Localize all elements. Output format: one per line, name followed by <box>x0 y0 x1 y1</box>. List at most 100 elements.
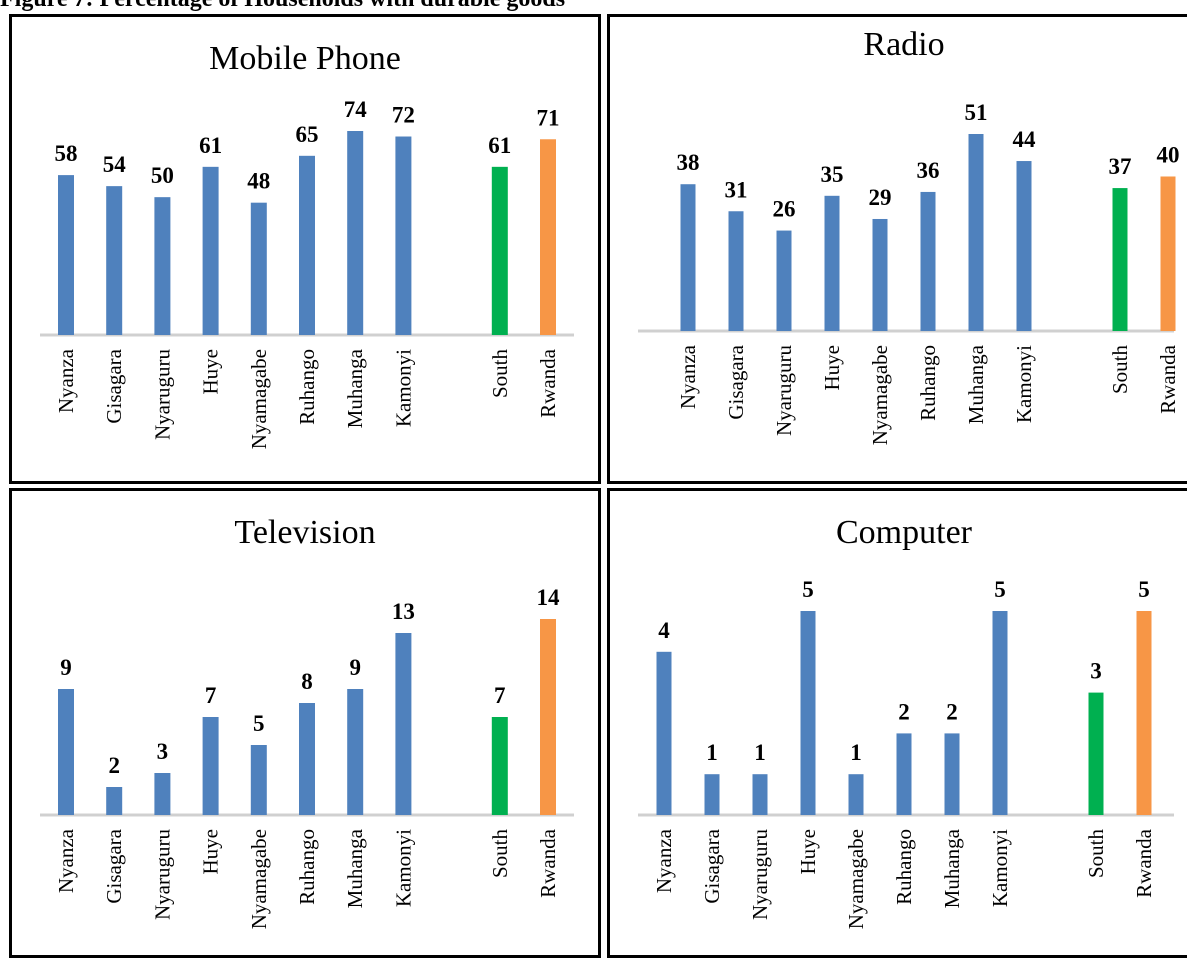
television-bar-nyamagabe <box>250 745 267 815</box>
mobile-phone-category-label-gisagara: Gisagara <box>102 348 126 423</box>
chart-panel-mobile-phone: Mobile Phone 58 Nyanza 54 Gisagara 50 Nyarugur… <box>9 14 601 484</box>
computer-value-label-rwanda: 5 <box>1138 577 1150 602</box>
radio-category-label-nyamagabe: Nyamagabe <box>868 345 892 445</box>
computer-category-label-gisagara: Gisagara <box>700 828 724 903</box>
television-bar-gisagara <box>106 787 123 815</box>
television-bar-kamonyi <box>395 633 412 815</box>
computer-value-label-nyanza: 4 <box>658 618 670 643</box>
mobile-phone-category-label-nyamagabe: Nyamagabe <box>247 349 271 449</box>
mobile-phone-value-label-kamonyi: 72 <box>392 103 415 128</box>
mobile-phone-value-label-gisagara: 54 <box>103 152 127 177</box>
mobile-phone-category-label-huye: Huye <box>199 349 223 395</box>
computer-category-label-huye: Huye <box>796 829 820 875</box>
radio-value-label-gisagara: 31 <box>725 177 748 202</box>
radio-bar-huye <box>824 195 840 331</box>
television-category-label-huye: Huye <box>199 829 223 875</box>
radio-bar-ruhango <box>920 191 936 331</box>
radio-bar-kamonyi <box>1016 161 1032 331</box>
radio-category-label-nyanza: Nyanza <box>676 344 700 409</box>
mobile-phone-category-label-ruhango: Ruhango <box>295 349 319 425</box>
mobile-phone-value-label-ruhango: 65 <box>296 122 319 147</box>
computer-bar-rwanda <box>1136 611 1152 815</box>
television-value-label-gisagara: 2 <box>108 753 120 778</box>
television-bar-south <box>491 717 508 815</box>
chart-mobile-phone: Mobile Phone 58 Nyanza 54 Gisagara 50 Nyarugur… <box>40 40 574 449</box>
television-bar-nyaruguru <box>154 773 171 815</box>
computer-value-label-south: 3 <box>1090 659 1102 684</box>
radio-value-label-ruhango: 36 <box>917 158 940 183</box>
radio-category-label-ruhango: Ruhango <box>916 345 940 421</box>
computer-title: Computer <box>836 514 973 551</box>
computer-value-label-kamonyi: 5 <box>994 577 1006 602</box>
computer-value-label-muhanga: 2 <box>946 699 958 724</box>
computer-bar-gisagara <box>704 774 720 815</box>
mobile-phone-value-label-nyaruguru: 50 <box>151 163 174 188</box>
computer-bar-nyanza <box>656 651 672 815</box>
radio-category-label-south: South <box>1108 345 1132 395</box>
radio-bar-nyaruguru <box>776 230 792 331</box>
computer-value-label-nyaruguru: 1 <box>754 740 766 765</box>
mobile-phone-bar-rwanda <box>540 139 556 335</box>
radio-category-label-huye: Huye <box>820 345 844 391</box>
television-value-label-kamonyi: 13 <box>392 599 415 624</box>
radio-bar-rwanda <box>1160 176 1176 331</box>
radio-bar-nyamagabe <box>872 218 888 331</box>
computer-category-label-rwanda: Rwanda <box>1132 828 1156 897</box>
radio-title: Radio <box>863 26 944 63</box>
mobile-phone-category-label-rwanda: Rwanda <box>536 348 560 417</box>
television-value-label-south: 7 <box>494 683 506 708</box>
computer-category-label-kamonyi: Kamonyi <box>988 829 1012 907</box>
mobile-phone-bar-nyamagabe <box>250 202 267 335</box>
television-value-label-muhanga: 9 <box>349 655 361 680</box>
mobile-phone-title: Mobile Phone <box>209 40 401 77</box>
television-category-label-rwanda: Rwanda <box>536 828 560 897</box>
computer-category-label-nyaruguru: Nyaruguru <box>748 829 772 920</box>
radio-category-label-rwanda: Rwanda <box>1156 344 1180 413</box>
television-bar-huye <box>202 717 219 815</box>
radio-category-label-nyaruguru: Nyaruguru <box>772 345 796 436</box>
computer-category-label-nyamagabe: Nyamagabe <box>844 829 868 929</box>
computer-value-label-nyamagabe: 1 <box>850 740 862 765</box>
computer-bar-nyamagabe <box>848 774 864 815</box>
television-bar-muhanga <box>347 689 364 815</box>
television-value-label-ruhango: 8 <box>301 669 313 694</box>
mobile-phone-category-label-nyanza: Nyanza <box>54 348 78 413</box>
mobile-phone-bar-kamonyi <box>395 136 412 335</box>
radio-value-label-nyamagabe: 29 <box>869 185 892 210</box>
radio-category-label-kamonyi: Kamonyi <box>1012 345 1036 423</box>
mobile-phone-value-label-rwanda: 71 <box>537 105 560 130</box>
mobile-phone-value-label-huye: 61 <box>199 133 222 158</box>
television-category-label-ruhango: Ruhango <box>295 829 319 905</box>
mobile-phone-bar-muhanga <box>347 131 364 335</box>
chart-radio: Radio 38 Nyanza 31 Gisagara 26 Nyaruguru 35 Huye… <box>638 26 1180 445</box>
figure-heading: Figure 7: Percentage of Households with … <box>0 0 1187 14</box>
television-bar-rwanda <box>540 619 556 815</box>
television-category-label-nyaruguru: Nyaruguru <box>150 829 174 920</box>
radio-category-label-gisagara: Gisagara <box>724 344 748 419</box>
computer-bar-kamonyi <box>992 611 1008 815</box>
mobile-phone-bar-nyanza <box>58 175 74 335</box>
television-category-label-south: South <box>488 829 512 879</box>
mobile-phone-category-label-south: South <box>488 349 512 399</box>
computer-category-label-ruhango: Ruhango <box>892 829 916 905</box>
television-category-label-nyamagabe: Nyamagabe <box>247 829 271 929</box>
mobile-phone-category-label-nyaruguru: Nyaruguru <box>150 349 174 440</box>
mobile-phone-value-label-muhanga: 74 <box>344 97 368 122</box>
computer-category-label-muhanga: Muhanga <box>940 828 964 908</box>
mobile-phone-value-label-nyanza: 58 <box>55 141 78 166</box>
chart-panel-television: Television 9 Nyanza 2 Gisagara 3 Nyaruguru 7 Huy… <box>9 488 601 958</box>
radio-bar-south <box>1112 188 1128 331</box>
computer-category-label-nyanza: Nyanza <box>652 828 676 893</box>
computer-bar-muhanga <box>944 733 960 815</box>
computer-category-label-south: South <box>1084 829 1108 879</box>
television-value-label-rwanda: 14 <box>537 585 561 610</box>
mobile-phone-category-label-muhanga: Muhanga <box>343 348 367 428</box>
mobile-phone-category-label-kamonyi: Kamonyi <box>391 349 415 427</box>
chart-computer: Computer 4 Nyanza 1 Gisagara 1 Nyaruguru 5 Huye 1… <box>638 514 1174 929</box>
chart-panel-radio: Radio 38 Nyanza 31 Gisagara 26 Nyaruguru 35 Huye… <box>607 14 1187 484</box>
computer-value-label-huye: 5 <box>802 577 814 602</box>
radio-bar-nyanza <box>680 184 696 331</box>
television-value-label-nyamagabe: 5 <box>253 711 265 736</box>
radio-value-label-muhanga: 51 <box>965 100 988 125</box>
radio-value-label-rwanda: 40 <box>1157 142 1180 167</box>
